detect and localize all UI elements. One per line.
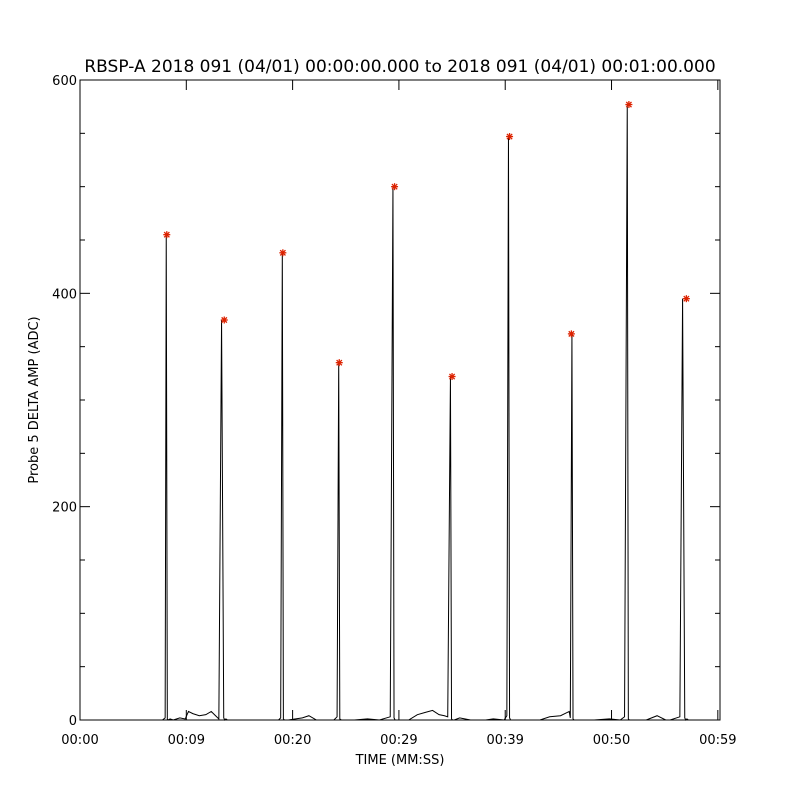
x-axis-label: TIME (MM:SS) [355, 753, 445, 768]
peak-marker [506, 133, 514, 141]
y-tick-label: 400 [52, 287, 77, 302]
peak-marker [448, 373, 456, 381]
peak-marker [163, 231, 171, 239]
peak-marker [567, 330, 575, 338]
chart-title: RBSP-A 2018 091 (04/01) 00:00:00.000 to … [84, 57, 715, 77]
peak-marker [279, 249, 287, 257]
plot-frame [79, 79, 721, 721]
peak-marker [625, 101, 633, 109]
peak-marker [682, 295, 690, 303]
y-tick-label: 0 [69, 714, 77, 729]
peak-markers [163, 101, 690, 381]
y-axis-label: Probe 5 DELTA AMP (ADC) [27, 316, 42, 483]
series-line [80, 104, 720, 721]
x-tick-label: 00:09 [168, 733, 205, 748]
peak-marker [391, 183, 399, 191]
peak-marker [335, 359, 343, 367]
y-tick-label: 600 [52, 74, 77, 89]
x-tick-label: 00:20 [274, 733, 311, 748]
x-tick-label: 00:39 [486, 733, 523, 748]
y-tick-label: 200 [52, 501, 77, 516]
x-axis: 00:00 00:09 00:20 00:29 00:39 00:50 00:59 [61, 80, 737, 748]
y-axis: 0 200 400 600 [52, 74, 720, 729]
x-tick-label: 00:50 [593, 733, 630, 748]
peak-marker [220, 316, 228, 324]
x-tick-label: 00:29 [380, 733, 417, 748]
x-tick-label: 00:00 [61, 733, 98, 748]
x-tick-label: 00:59 [699, 733, 736, 748]
